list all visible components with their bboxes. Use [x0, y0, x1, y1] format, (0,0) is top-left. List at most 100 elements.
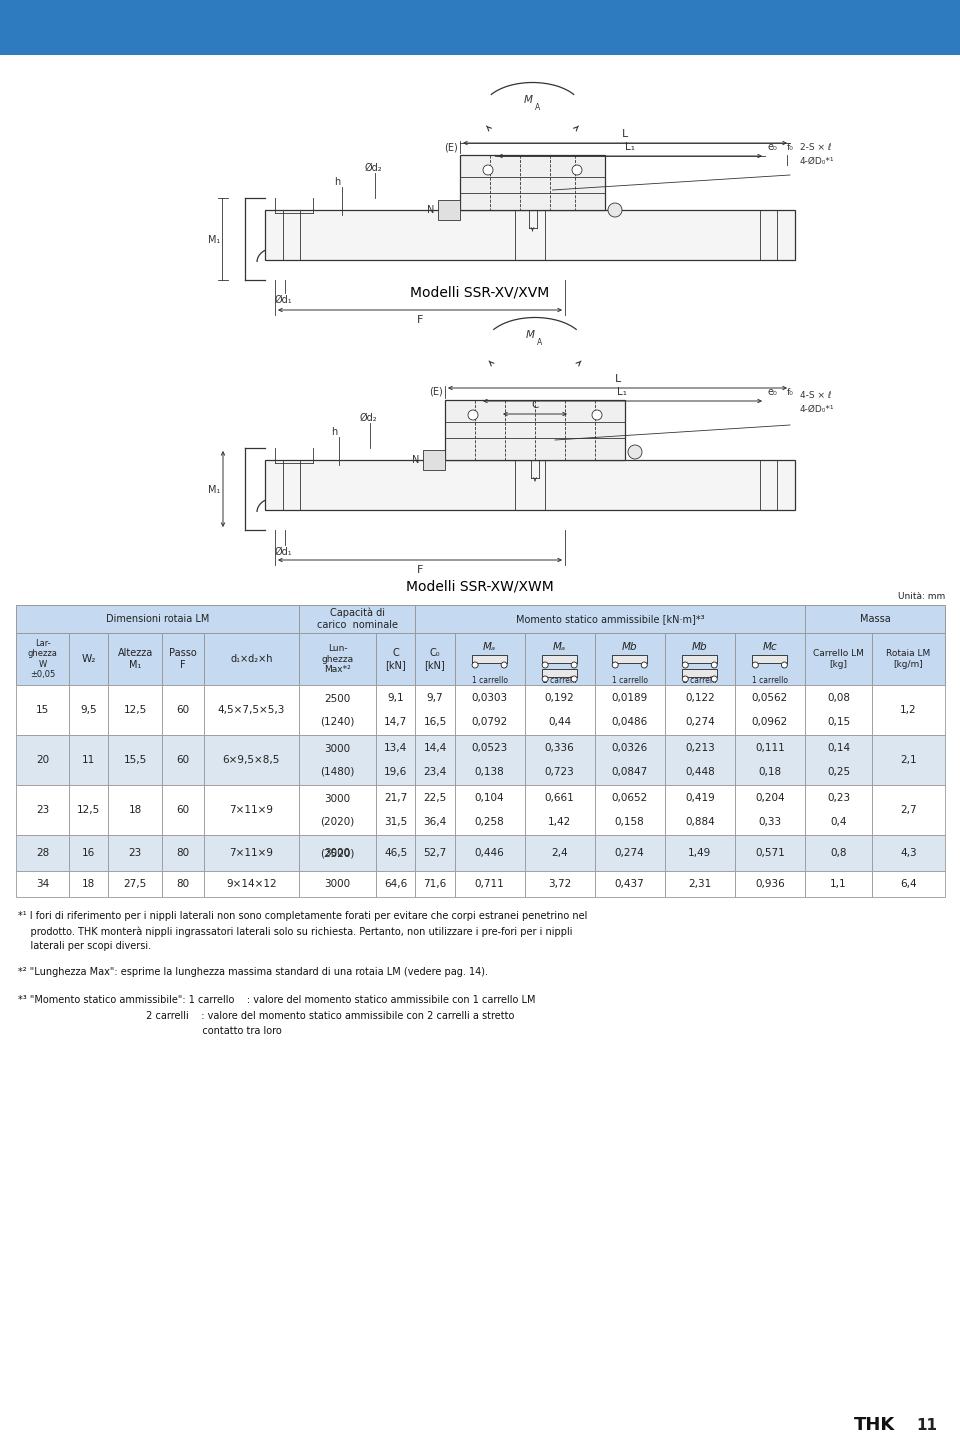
Circle shape: [572, 165, 582, 175]
Text: 0,0523: 0,0523: [471, 744, 508, 753]
Text: 3000: 3000: [324, 744, 350, 753]
Bar: [300, 835, 376, 871]
Text: Dimensioni rotaia LM: Dimensioni rotaia LM: [106, 614, 209, 624]
Bar: [804, 736, 872, 785]
Text: 7×11×9: 7×11×9: [229, 848, 274, 858]
Bar: [376, 736, 416, 785]
Text: Mₐ: Mₐ: [553, 642, 566, 652]
Text: Lar-
ghezza
W
±0,05: Lar- ghezza W ±0,05: [28, 639, 58, 679]
Bar: [16, 685, 69, 736]
Text: 3,72: 3,72: [548, 879, 571, 889]
Bar: [455, 871, 524, 897]
Bar: [804, 785, 872, 835]
Text: 0,419: 0,419: [684, 793, 714, 803]
Text: L₁: L₁: [625, 142, 635, 152]
Text: 3000: 3000: [324, 793, 350, 803]
Bar: [664, 736, 734, 785]
Bar: [872, 835, 945, 871]
Bar: [594, 871, 664, 897]
Bar: [204, 835, 300, 871]
Text: 14,7: 14,7: [384, 717, 407, 727]
Text: 0,25: 0,25: [827, 766, 850, 776]
Text: 23: 23: [36, 805, 49, 815]
Bar: [804, 633, 872, 685]
Text: 0,14: 0,14: [827, 744, 850, 753]
Bar: [204, 871, 300, 897]
Circle shape: [628, 445, 642, 460]
Text: Ød₂: Ød₂: [360, 413, 377, 423]
Bar: [734, 835, 804, 871]
Text: W₂: W₂: [82, 655, 96, 665]
Bar: [161, 871, 204, 897]
Text: 0,446: 0,446: [475, 848, 505, 858]
Text: 0,15: 0,15: [827, 717, 850, 727]
Text: 0,336: 0,336: [544, 744, 574, 753]
Text: 2-S × ℓ: 2-S × ℓ: [800, 143, 831, 152]
Text: 1 carrello: 1 carrello: [612, 676, 648, 685]
Bar: [204, 736, 300, 785]
Bar: [108, 835, 161, 871]
Circle shape: [472, 662, 478, 668]
Text: C: C: [531, 400, 539, 410]
Bar: [753, 655, 787, 663]
Circle shape: [542, 662, 548, 668]
Bar: [594, 685, 664, 736]
Circle shape: [571, 676, 577, 682]
Bar: [300, 633, 376, 685]
Text: 0,711: 0,711: [475, 879, 505, 889]
Text: 2,7: 2,7: [900, 805, 917, 815]
Text: Ød₁: Ød₁: [275, 295, 293, 305]
Bar: [664, 685, 734, 736]
Text: A: A: [537, 338, 542, 347]
Text: M₁: M₁: [207, 486, 220, 496]
Bar: [804, 605, 945, 633]
Bar: [524, 685, 594, 736]
Bar: [416, 835, 455, 871]
Text: 1,42: 1,42: [548, 816, 571, 827]
Text: 2,31: 2,31: [688, 879, 711, 889]
Circle shape: [542, 676, 548, 682]
Text: 0,44: 0,44: [548, 717, 571, 727]
Bar: [734, 736, 804, 785]
Bar: [376, 633, 416, 685]
Text: 0,0652: 0,0652: [612, 793, 648, 803]
Text: 2 carrelli: 2 carrelli: [683, 676, 716, 685]
Bar: [612, 655, 647, 663]
Text: 6,4: 6,4: [900, 879, 917, 889]
Bar: [108, 785, 161, 835]
Bar: [265, 210, 795, 260]
Text: 16: 16: [83, 848, 95, 858]
Bar: [524, 871, 594, 897]
Text: M₁: M₁: [207, 236, 220, 246]
Text: M: M: [526, 329, 535, 340]
Text: C
[kN]: C [kN]: [385, 649, 406, 670]
Text: 3000: 3000: [324, 848, 350, 858]
Bar: [161, 736, 204, 785]
Circle shape: [501, 662, 507, 668]
Text: 23,4: 23,4: [423, 766, 446, 776]
Text: 9,7: 9,7: [426, 694, 444, 704]
Bar: [161, 835, 204, 871]
Bar: [161, 633, 204, 685]
Bar: [455, 685, 524, 736]
Text: 0,437: 0,437: [614, 879, 644, 889]
Text: 1,2: 1,2: [900, 705, 917, 715]
Text: Ød₁: Ød₁: [275, 548, 293, 556]
Text: 0,723: 0,723: [544, 766, 574, 776]
Text: 2500: 2500: [324, 694, 350, 704]
Circle shape: [711, 676, 717, 682]
Bar: [472, 655, 507, 663]
Text: (1240): (1240): [321, 717, 355, 727]
Bar: [108, 685, 161, 736]
Text: 0,0792: 0,0792: [471, 717, 508, 727]
Text: 4-ØD₀*¹: 4-ØD₀*¹: [800, 156, 834, 166]
Text: (1480): (1480): [321, 766, 355, 776]
Bar: [734, 871, 804, 897]
Bar: [872, 685, 945, 736]
Text: Altezza
M₁: Altezza M₁: [117, 649, 153, 670]
Bar: [16, 871, 69, 897]
Text: 80: 80: [177, 879, 189, 889]
Bar: [376, 871, 416, 897]
Text: M: M: [523, 95, 533, 105]
Text: (2520): (2520): [321, 848, 355, 858]
